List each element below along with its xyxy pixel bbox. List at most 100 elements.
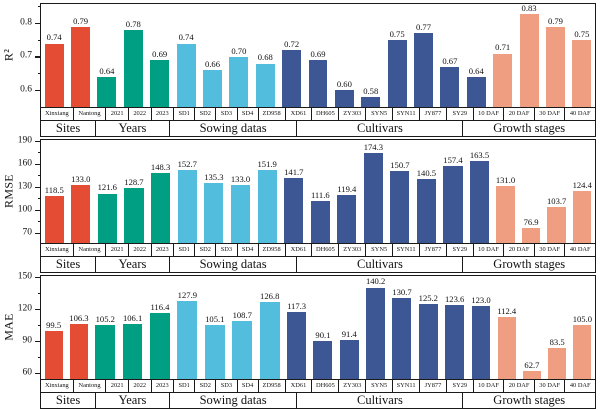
category-cell: ZD958 bbox=[259, 108, 286, 120]
category-cell: 40 DAF bbox=[569, 110, 591, 118]
bar-xd61 bbox=[308, 60, 328, 107]
category-group: Xinxiang Nantong bbox=[41, 380, 107, 392]
bar-value-label: 174.3 bbox=[363, 141, 384, 152]
bar-slot: 123.6 bbox=[441, 276, 467, 379]
category-cell: JY877 bbox=[420, 244, 447, 256]
bar-value-label: 135.3 bbox=[204, 171, 224, 182]
bar-slot: 124.4 bbox=[569, 140, 595, 243]
bar-value-label: 118.5 bbox=[44, 184, 64, 195]
bar-group-sites: 99.5 106.3 bbox=[41, 276, 92, 379]
y-tick-label: 0.7 bbox=[20, 50, 32, 61]
bar-sd4 bbox=[259, 301, 280, 379]
bar-xinxiang bbox=[44, 331, 63, 379]
bar-20-daf bbox=[519, 14, 539, 107]
group-label-years: Years bbox=[96, 392, 170, 408]
bar-xd61 bbox=[313, 341, 333, 379]
bar-nantong bbox=[69, 323, 89, 379]
bar-value-label: 108.7 bbox=[232, 310, 252, 321]
bar-slot: 0.66 bbox=[199, 4, 225, 107]
bar-group-years: 105.2 106.1 116.4 bbox=[92, 276, 174, 379]
bar-value-label: 103.7 bbox=[546, 196, 567, 207]
bar-value-label: 0.78 bbox=[125, 19, 141, 30]
bar-value-label: 99.5 bbox=[46, 320, 62, 331]
y-minor-tick bbox=[37, 292, 40, 294]
category-cell: 2021 bbox=[106, 380, 129, 392]
category-group: 2021 2022 2023 bbox=[106, 108, 175, 120]
bar-value-label: 0.58 bbox=[363, 85, 379, 96]
bar-slot: 0.68 bbox=[252, 4, 278, 107]
y-tick-label: 150 bbox=[17, 270, 32, 281]
bar-value-label: 105.1 bbox=[205, 314, 225, 325]
category-cell: DH605 bbox=[312, 380, 340, 392]
category-group: 2021 2022 2023 bbox=[106, 244, 175, 256]
group-label-sowing-datas: Sowing datas bbox=[170, 392, 298, 408]
y-minor-tick bbox=[37, 152, 40, 154]
bar-syn11 bbox=[418, 303, 438, 379]
bar-slot: 123.0 bbox=[468, 276, 494, 379]
category-cell: 30 DAF bbox=[535, 244, 566, 256]
bar-value-label: 119.4 bbox=[337, 184, 357, 195]
bar-dh605 bbox=[337, 195, 357, 243]
bar-value-label: 90.1 bbox=[315, 330, 331, 341]
category-cell: SY29 bbox=[452, 110, 468, 118]
bar-group-sites: 118.5 133.0 bbox=[41, 140, 94, 243]
category-cell: SD2 bbox=[195, 108, 217, 120]
category-cell: Xinxiang bbox=[41, 244, 74, 256]
bar-slot: 0.60 bbox=[331, 4, 357, 107]
category-group: 10 DAF 20 DAF 30 DAF 40 DAF bbox=[474, 380, 595, 392]
bar-30-daf bbox=[548, 348, 567, 379]
y-tick-label: 190 bbox=[17, 134, 32, 145]
panel-rmse: RMSE 70 100 130 160 190 118.5 133.0 121.6 128.7 14… bbox=[0, 134, 600, 273]
bar-slot: 0.74 bbox=[173, 4, 199, 107]
y-tick bbox=[35, 163, 40, 165]
category-cell: 2023 bbox=[155, 246, 169, 254]
category-cell: 10 DAF bbox=[474, 380, 505, 392]
y-tick bbox=[35, 22, 40, 25]
bar-dh605 bbox=[339, 339, 359, 379]
bar-zd958 bbox=[287, 312, 307, 379]
category-group: Xinxiang Nantong bbox=[41, 108, 107, 120]
bar-slot: 133.0 bbox=[68, 140, 95, 243]
y-tick bbox=[35, 276, 40, 278]
bar-value-label: 0.79 bbox=[73, 15, 89, 26]
bar-slot: 151.9 bbox=[254, 140, 281, 243]
bar-value-label: 0.64 bbox=[468, 65, 484, 76]
category-cell: SY29 bbox=[452, 382, 468, 390]
y-minor-tick bbox=[37, 357, 40, 359]
bar-sd1 bbox=[177, 169, 197, 243]
bar-slot: 152.7 bbox=[174, 140, 201, 243]
group-label-sowing-datas: Sowing datas bbox=[170, 256, 298, 272]
category-cell: 40 DAF bbox=[569, 382, 591, 390]
bar-slot: 148.3 bbox=[147, 140, 174, 243]
category-cell: Nantong bbox=[78, 110, 101, 118]
bar-sd3 bbox=[230, 184, 251, 243]
bar-value-label: 141.7 bbox=[284, 166, 304, 177]
bar-slot: 106.1 bbox=[119, 276, 146, 379]
category-cell: SD1 bbox=[174, 244, 196, 256]
bar-slot: 163.5 bbox=[466, 140, 493, 243]
bar-value-label: 140.2 bbox=[365, 276, 386, 287]
bar-group-sowing-datas: 0.74 0.66 0.70 0.68 bbox=[173, 4, 279, 107]
bar-slot: 108.7 bbox=[229, 276, 256, 379]
bar-value-label: 133.0 bbox=[230, 173, 251, 184]
bar-syn11 bbox=[414, 33, 433, 107]
bar-slot: 119.4 bbox=[334, 140, 361, 243]
bar-sd4 bbox=[255, 63, 275, 107]
bar-syn11 bbox=[416, 179, 436, 243]
bar-2021 bbox=[97, 193, 117, 243]
bar-slot: 106.3 bbox=[66, 276, 91, 379]
y-tick-label: 90 bbox=[22, 335, 33, 346]
category-group: ZD958 XD61 DH605 ZY303 SYN5 SYN11 JY877 SY29 bbox=[259, 108, 474, 120]
bar-syn5 bbox=[390, 171, 410, 243]
bar-value-label: 121.6 bbox=[97, 182, 117, 193]
bar-sd1 bbox=[177, 300, 198, 379]
y-tick-label: 0.6 bbox=[20, 84, 32, 95]
group-row: Sites Years Sowing datas Cultivars Growth st… bbox=[40, 120, 596, 137]
bar-slot: 112.4 bbox=[494, 276, 519, 379]
y-minor-tick bbox=[37, 198, 40, 200]
category-cell: SD4 bbox=[241, 246, 254, 254]
category-row: Xinxiang Nantong 2021 2022 2023 SD1 SD2 SD3 SD4 Z… bbox=[40, 380, 596, 393]
bar-group-years: 0.64 0.78 0.69 bbox=[94, 4, 173, 107]
bar-sd3 bbox=[229, 56, 249, 107]
bar-value-label: 163.5 bbox=[469, 150, 490, 161]
